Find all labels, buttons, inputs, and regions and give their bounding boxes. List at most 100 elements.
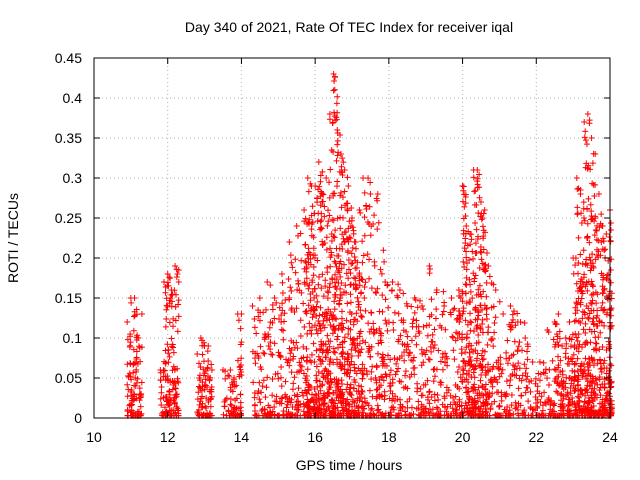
data-point <box>485 324 492 331</box>
data-point <box>472 187 479 194</box>
data-point <box>366 387 373 394</box>
data-point <box>575 270 582 277</box>
data-point <box>310 340 317 347</box>
data-point <box>309 314 316 321</box>
data-point <box>306 357 313 364</box>
data-point <box>474 350 481 357</box>
data-point <box>348 205 355 212</box>
data-point <box>562 335 569 341</box>
data-point <box>539 407 546 414</box>
data-point <box>364 400 371 407</box>
data-point <box>387 388 394 395</box>
data-point <box>494 411 501 418</box>
data-point <box>137 393 144 400</box>
data-point <box>322 341 329 348</box>
data-point <box>376 384 383 391</box>
data-point <box>310 272 317 279</box>
data-point <box>462 213 469 220</box>
data-point <box>339 381 346 388</box>
data-point <box>383 373 390 380</box>
data-point <box>470 255 477 262</box>
data-point <box>324 346 331 353</box>
data-point <box>361 232 368 239</box>
data-point <box>581 271 588 278</box>
data-point <box>313 303 320 310</box>
data-point <box>424 377 431 384</box>
data-point <box>441 299 448 306</box>
data-point <box>464 389 471 396</box>
data-point <box>128 392 135 399</box>
data-point <box>426 263 433 269</box>
data-point <box>428 296 435 303</box>
x-tick-label: 14 <box>234 429 250 445</box>
data-point <box>352 285 359 292</box>
data-point <box>238 311 245 317</box>
data-point <box>136 343 143 350</box>
data-point <box>305 285 312 292</box>
data-point <box>330 348 337 355</box>
data-point <box>314 257 321 264</box>
data-point <box>427 343 434 350</box>
data-point <box>521 319 528 326</box>
data-point <box>487 406 494 413</box>
data-point <box>173 403 180 410</box>
data-point <box>413 341 420 348</box>
data-point <box>326 179 333 186</box>
data-point <box>581 134 588 141</box>
y-tick-label: 0.1 <box>63 330 83 346</box>
x-tick-label: 20 <box>455 429 471 445</box>
data-point <box>590 321 597 328</box>
data-point <box>126 344 133 351</box>
data-point <box>296 287 303 294</box>
data-point <box>319 168 326 175</box>
data-point <box>344 200 351 207</box>
data-point <box>339 326 346 333</box>
data-point <box>318 285 325 292</box>
data-point <box>340 349 347 356</box>
data-point <box>462 281 469 288</box>
data-point <box>365 175 372 182</box>
data-point <box>346 373 353 380</box>
data-point <box>315 368 322 375</box>
data-point <box>601 357 608 364</box>
data-point <box>334 336 341 343</box>
data-point <box>125 372 132 379</box>
data-point <box>463 335 470 342</box>
data-point <box>575 318 582 325</box>
data-point <box>267 339 274 346</box>
data-point <box>484 249 491 256</box>
data-point <box>331 326 338 333</box>
data-point <box>467 241 474 248</box>
data-point <box>327 356 334 363</box>
data-point <box>368 309 375 316</box>
data-point <box>128 299 135 306</box>
data-point <box>337 273 344 280</box>
data-point <box>368 343 375 350</box>
data-point <box>164 303 171 310</box>
data-point <box>444 362 451 369</box>
data-point <box>355 298 362 305</box>
data-point <box>368 326 375 333</box>
data-point <box>582 128 589 135</box>
data-point <box>295 232 302 239</box>
data-point <box>371 329 378 336</box>
data-point <box>165 282 172 289</box>
data-point <box>330 405 337 412</box>
data-point <box>588 135 595 141</box>
data-point <box>481 348 488 355</box>
data-point <box>393 360 400 367</box>
data-point <box>344 249 351 256</box>
data-point <box>162 323 169 330</box>
data-point <box>315 318 322 325</box>
data-point <box>267 346 274 353</box>
data-point <box>374 226 381 233</box>
data-point <box>606 234 613 241</box>
data-point <box>426 406 433 413</box>
data-point <box>235 357 242 364</box>
data-point <box>574 185 581 192</box>
data-point <box>482 385 489 392</box>
data-point <box>316 320 323 327</box>
data-point <box>291 308 298 315</box>
data-point <box>431 373 438 380</box>
data-point <box>458 336 465 343</box>
